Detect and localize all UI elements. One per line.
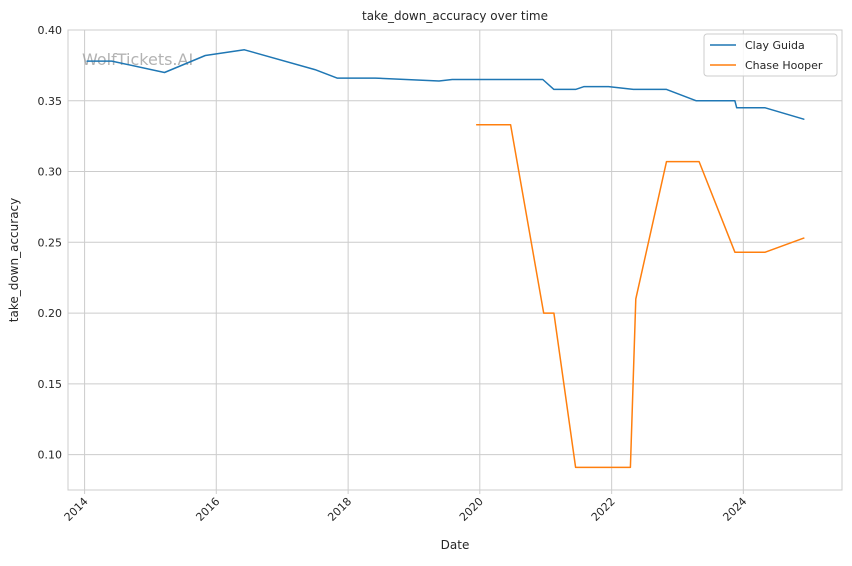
x-tick-label: 2020 bbox=[457, 495, 486, 524]
watermark-text: WolfTickets.AI bbox=[82, 50, 193, 69]
y-tick-label: 0.10 bbox=[38, 449, 63, 462]
chart-title: take_down_accuracy over time bbox=[362, 9, 548, 23]
y-tick-label: 0.35 bbox=[38, 95, 63, 108]
y-tick-label: 0.30 bbox=[38, 166, 63, 179]
legend: Clay Guida Chase Hooper bbox=[703, 33, 838, 77]
legend-label: Chase Hooper bbox=[745, 59, 823, 72]
x-tick-label: 2018 bbox=[325, 495, 354, 524]
y-axis-title: take_down_accuracy bbox=[7, 198, 21, 322]
series-line-1 bbox=[86, 49, 805, 120]
gridlines bbox=[68, 29, 842, 490]
x-tick-label: 2014 bbox=[62, 495, 91, 524]
y-tick-label: 0.20 bbox=[38, 307, 63, 320]
y-tick-label: 0.40 bbox=[38, 24, 63, 37]
y-tick-label: 0.25 bbox=[38, 236, 63, 249]
y-tick-label: 0.15 bbox=[38, 378, 63, 391]
x-tick-label: 2016 bbox=[193, 495, 222, 524]
series-line-2 bbox=[475, 124, 805, 469]
legend-label: Clay Guida bbox=[745, 39, 805, 52]
legend-items: Clay Guida Chase Hooper bbox=[710, 39, 823, 72]
legend-box bbox=[703, 33, 838, 77]
series-lines bbox=[86, 49, 805, 469]
x-axis-title: Date bbox=[441, 538, 470, 552]
x-tick-label: 2022 bbox=[589, 495, 618, 524]
x-tick-label: 2024 bbox=[720, 495, 749, 524]
plot-area bbox=[67, 29, 843, 491]
